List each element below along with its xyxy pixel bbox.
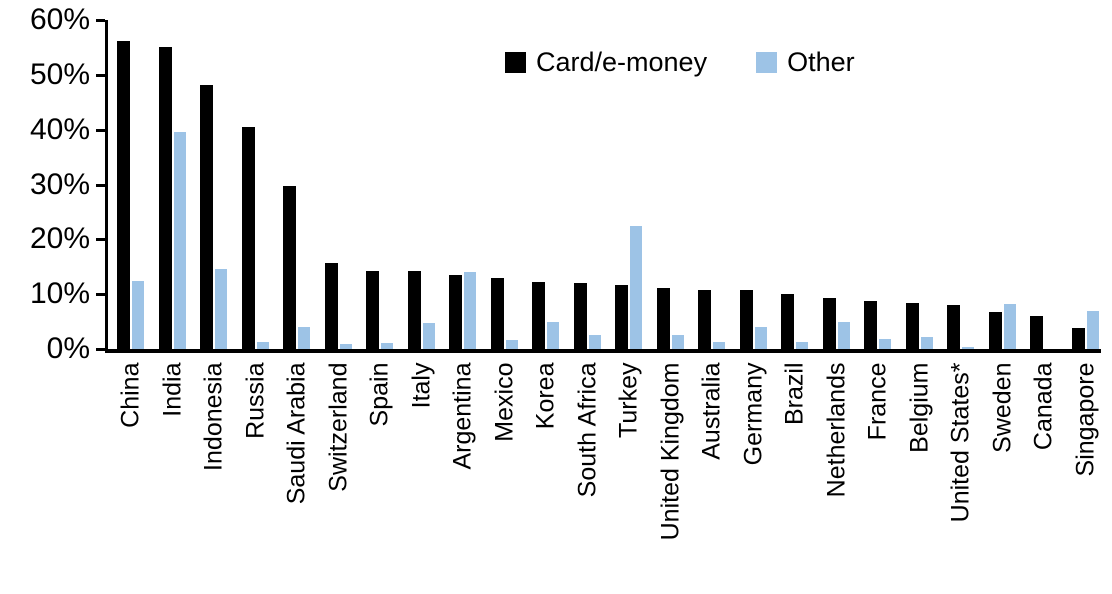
y-axis	[105, 20, 108, 352]
bar-other-brazil	[796, 342, 808, 349]
legend-item-card-e-money: Card/e-money	[505, 46, 708, 77]
bar-card-e-money-germany	[740, 290, 753, 349]
bar-other-saudi-arabia	[298, 327, 310, 349]
x-axis	[105, 349, 1101, 353]
bar-card-e-money-australia	[698, 290, 711, 349]
bar-card-e-money-netherlands	[823, 298, 836, 349]
x-axis-label-russia: Russia	[241, 362, 270, 439]
bar-card-e-money-switzerland	[325, 263, 338, 349]
x-axis-label-mexico: Mexico	[490, 362, 519, 442]
bar-card-e-money-sweden	[989, 312, 1002, 349]
bar-card-e-money-saudi-arabia	[283, 186, 296, 349]
x-axis-label-united-kingdom: United Kingdom	[656, 362, 685, 541]
x-axis-label-china: China	[116, 362, 145, 428]
x-axis-label-indonesia: Indonesia	[199, 362, 228, 471]
bar-other-argentina	[464, 272, 476, 349]
x-axis-label-italy: Italy	[407, 362, 436, 409]
bar-other-south-africa	[589, 335, 601, 349]
legend-item-other: Other	[756, 46, 855, 77]
bar-card-e-money-spain	[366, 271, 379, 349]
x-axis-label-turkey: Turkey	[614, 362, 643, 438]
bar-other-australia	[713, 342, 725, 349]
bar-card-e-money-brazil	[781, 294, 794, 349]
bar-other-turkey	[630, 226, 642, 349]
bar-card-e-money-singapore	[1072, 328, 1085, 349]
x-axis-label-canada: Canada	[1029, 362, 1058, 451]
x-axis-label-france: France	[863, 362, 892, 441]
bar-other-india	[174, 132, 186, 349]
x-axis-label-brazil: Brazil	[780, 362, 809, 426]
bar-card-e-money-united-states	[947, 305, 960, 349]
x-axis-label-germany: Germany	[739, 362, 768, 466]
y-axis-label-60: 60%	[29, 3, 90, 36]
y-axis-tick-20	[96, 238, 105, 241]
y-axis-tick-30	[96, 184, 105, 187]
bar-other-korea	[547, 322, 559, 349]
bar-card-e-money-belgium	[906, 303, 919, 349]
x-axis-label-netherlands: Netherlands	[822, 362, 851, 498]
bar-other-mexico	[506, 340, 518, 349]
bar-other-russia	[257, 342, 269, 349]
x-axis-label-switzerland: Switzerland	[324, 362, 353, 492]
bar-other-switzerland	[340, 344, 352, 349]
bar-other-united-kingdom	[672, 335, 684, 349]
legend-label-card-e-money: Card/e-money	[536, 46, 708, 77]
bar-other-indonesia	[215, 269, 227, 349]
x-axis-label-india: India	[158, 362, 187, 417]
bar-card-e-money-france	[864, 301, 877, 349]
bar-other-france	[879, 339, 891, 349]
x-axis-label-belgium: Belgium	[905, 362, 934, 453]
bar-card-e-money-indonesia	[200, 85, 213, 349]
bar-other-germany	[755, 327, 767, 349]
x-axis-label-australia: Australia	[697, 362, 726, 460]
bar-other-singapore	[1087, 311, 1099, 349]
x-axis-label-saudi-arabia: Saudi Arabia	[282, 362, 311, 505]
x-axis-label-spain: Spain	[365, 362, 394, 427]
chart-legend: Card/e-money Other	[505, 46, 855, 77]
legend-label-other: Other	[787, 46, 855, 77]
y-axis-label-30: 30%	[29, 168, 90, 201]
bar-other-netherlands	[838, 322, 850, 349]
bar-other-spain	[381, 343, 393, 349]
bar-card-e-money-canada	[1030, 316, 1043, 349]
bar-card-e-money-turkey	[615, 285, 628, 349]
y-axis-label-40: 40%	[29, 113, 90, 146]
bar-card-e-money-india	[159, 47, 172, 349]
y-axis-tick-50	[96, 74, 105, 77]
bar-other-belgium	[921, 337, 933, 349]
bar-card-e-money-mexico	[491, 278, 504, 349]
x-axis-label-argentina: Argentina	[448, 362, 477, 470]
bar-card-e-money-argentina	[449, 275, 462, 349]
y-axis-tick-40	[96, 129, 105, 132]
y-axis-tick-60	[96, 19, 105, 22]
x-axis-label-singapore: Singapore	[1071, 362, 1100, 477]
y-axis-tick-10	[96, 293, 105, 296]
bar-other-china	[132, 281, 144, 349]
x-axis-label-korea: Korea	[531, 362, 560, 430]
legend-swatch-other	[756, 51, 778, 73]
x-axis-label-south-africa: South Africa	[573, 362, 602, 498]
bar-other-italy	[423, 323, 435, 349]
bar-card-e-money-south-africa	[574, 283, 587, 349]
x-axis-label-sweden: Sweden	[988, 362, 1017, 453]
bar-card-e-money-italy	[408, 271, 421, 349]
legend-swatch-card-e-money	[505, 51, 526, 73]
y-axis-tick-0	[96, 348, 105, 351]
y-axis-label-50: 50%	[29, 58, 90, 91]
bar-other-sweden	[1004, 304, 1016, 349]
bar-card-e-money-russia	[242, 127, 255, 349]
bar-card-e-money-korea	[532, 282, 545, 349]
y-axis-label-20: 20%	[29, 222, 90, 255]
y-axis-label-0: 0%	[46, 332, 90, 365]
bar-other-united-states	[962, 347, 974, 349]
x-axis-label-united-states: United States*	[946, 362, 975, 523]
bar-card-e-money-china	[117, 41, 130, 349]
y-axis-label-10: 10%	[29, 277, 90, 310]
bar-card-e-money-united-kingdom	[657, 288, 670, 349]
